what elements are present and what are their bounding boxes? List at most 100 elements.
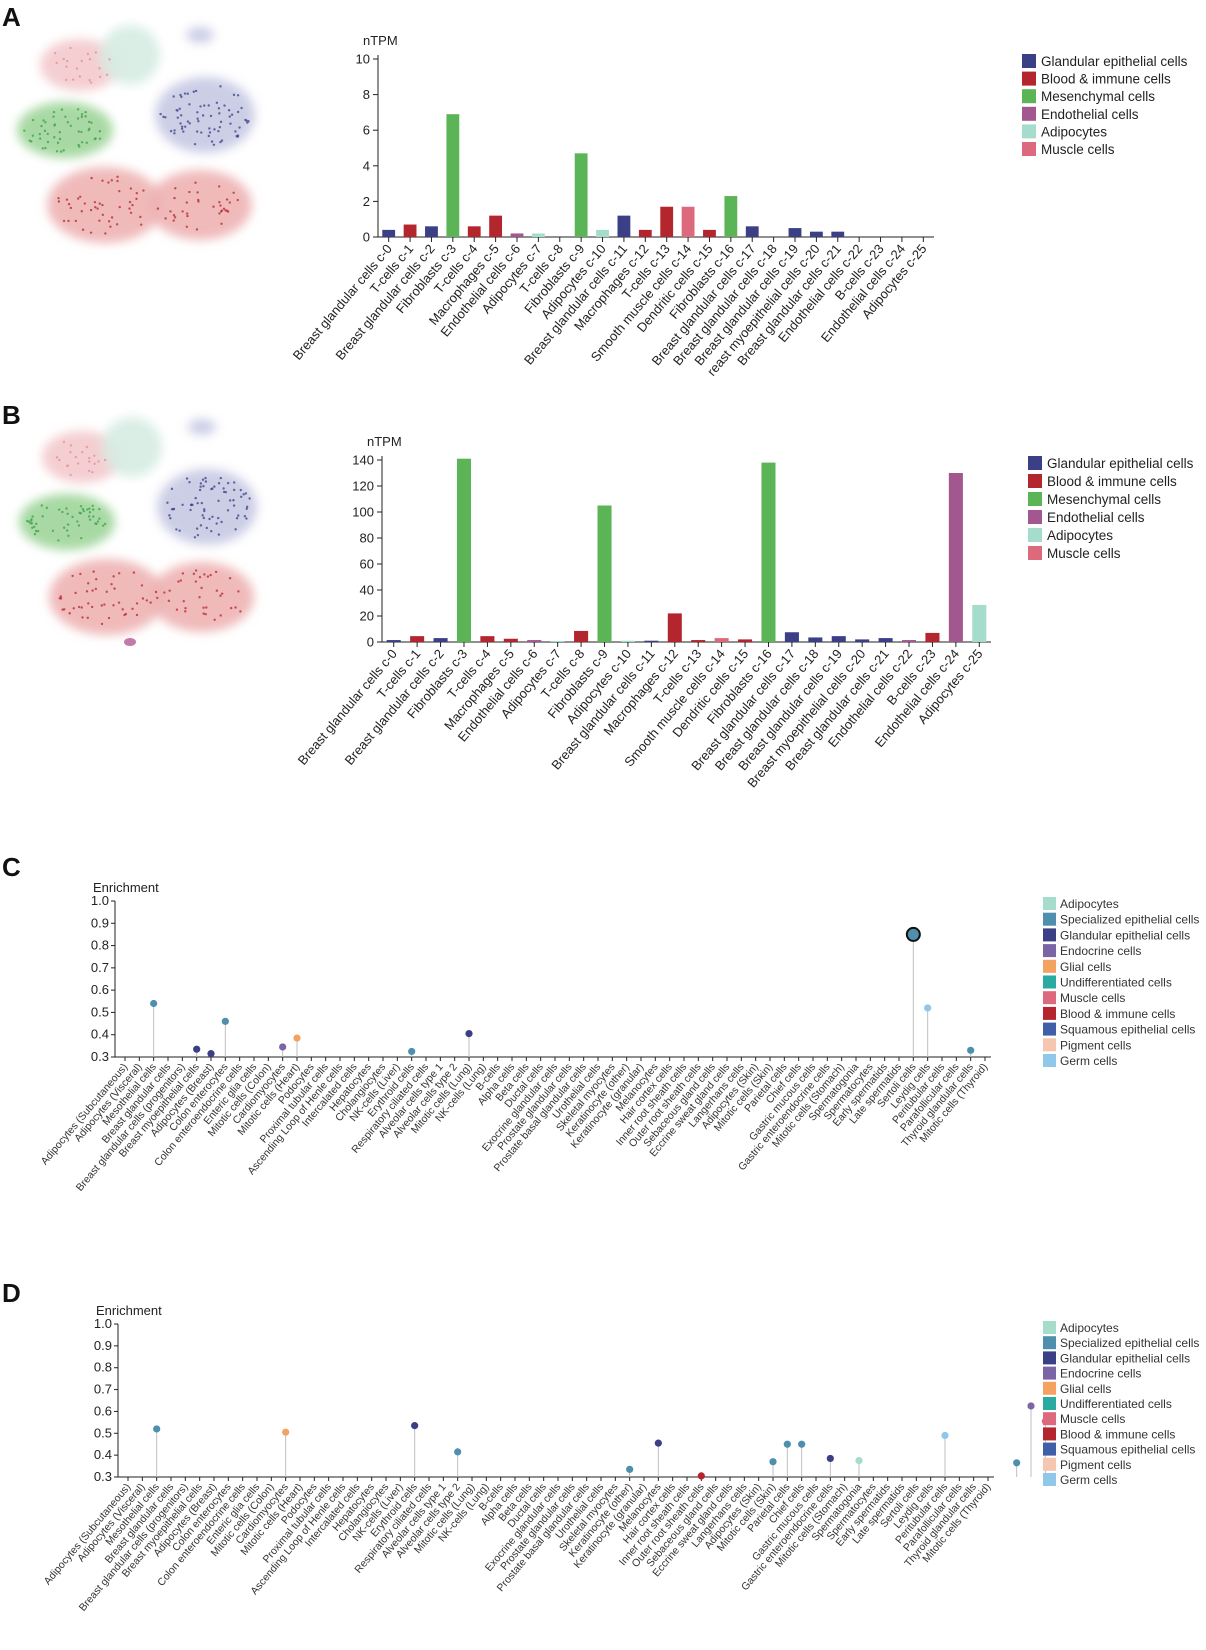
umap-dot [87,582,90,585]
legend-label: Specialized epithelial cells [1060,913,1199,927]
umap-dot [135,602,139,605]
umap-dot [69,46,72,50]
y-tick-label: 0.5 [91,1004,109,1019]
umap-dot [215,589,219,592]
umap-dot [194,580,198,583]
umap-dot [57,539,60,542]
umap-dot [94,206,97,209]
umap-dot [203,508,206,511]
legend-swatch [1043,928,1056,942]
umap-dot [76,462,80,465]
umap-dot [81,616,84,619]
umap-dot [31,134,35,137]
umap-dot [96,207,99,210]
y-tick-label: 0.9 [94,1338,112,1353]
umap-dot [205,526,209,530]
umap-dot [62,57,65,61]
umap-dot [219,140,222,144]
umap-dot [135,613,139,617]
umap-dot [176,116,180,119]
umap-dot [234,130,237,133]
umap-dot [75,67,79,70]
umap-dot [103,522,107,526]
umap-dot [243,514,247,518]
umap-dot [212,143,216,147]
bar [714,638,729,642]
y-tick-label: 2 [363,194,370,209]
lollipop-point [798,1440,806,1448]
umap-dot [181,210,184,213]
umap-dot [65,65,68,68]
legend-swatch [1043,1351,1056,1365]
umap-dot [36,529,40,533]
umap-dot [186,120,190,123]
umap-dot [98,517,101,520]
bar [638,229,652,237]
umap-dot [248,497,251,500]
umap-dot [163,591,166,594]
umap-dot [110,179,113,182]
umap-dot [87,515,91,518]
legend-label: Muscle cells [1060,1412,1125,1426]
umap-dot [172,95,175,98]
umap-dot [40,504,44,507]
umap-dot [239,495,243,499]
umap-dot [236,134,240,137]
legend-swatch [1043,1412,1056,1426]
umap-dot [162,115,165,119]
umap-dot [95,578,98,581]
umap-dot [184,610,187,613]
umap-dot [87,602,90,605]
lollipop-point [1013,1459,1021,1467]
lollipop-point [626,1465,634,1473]
bar [480,636,495,642]
umap-dot [65,507,68,510]
umap-dot [168,589,171,592]
umap-dot [79,195,82,198]
umap-dot [129,187,133,190]
umap-dot [228,576,232,580]
umap-dot [175,108,178,112]
bar [703,229,716,237]
umap-dot [65,198,69,201]
umap-dot [83,202,87,205]
umap-dot [38,132,42,136]
umap-dot [183,92,187,95]
legend-label: Pigment cells [1060,1458,1131,1472]
umap-dot [52,115,55,118]
umap-dot [228,115,231,118]
umap-dot [208,131,212,134]
umap-dot [88,79,91,82]
bar [527,640,542,642]
umap-dot [145,599,149,602]
legend-swatch [1043,1442,1056,1456]
legend-swatch [1043,1038,1056,1052]
umap-dot [135,197,138,201]
umap-dot [217,107,221,110]
legend-swatch [1043,1381,1056,1395]
bar [761,462,776,642]
umap-dot [77,130,80,133]
umap-dot [74,591,77,595]
umap-dot [219,594,222,597]
umap-dot [88,58,92,61]
umap-dot [27,520,31,523]
umap-dot [85,445,89,449]
umap-dot [62,526,66,529]
legend-label: Blood & immune cells [1047,474,1177,489]
umap-dot [230,113,234,116]
bar [467,226,481,237]
bar [617,215,631,237]
bar [382,229,396,237]
legend-label: Adipocytes [1047,528,1113,543]
bar [597,505,612,642]
umap-dot [105,590,108,593]
umap-dot [33,525,36,528]
umap-scatter-b [19,417,257,646]
umap-dot [88,460,91,463]
umap-dot [225,209,229,213]
umap-dot [192,572,196,576]
umap-dot [180,127,184,130]
umap-dot [117,601,121,604]
umap-dot [204,480,208,483]
